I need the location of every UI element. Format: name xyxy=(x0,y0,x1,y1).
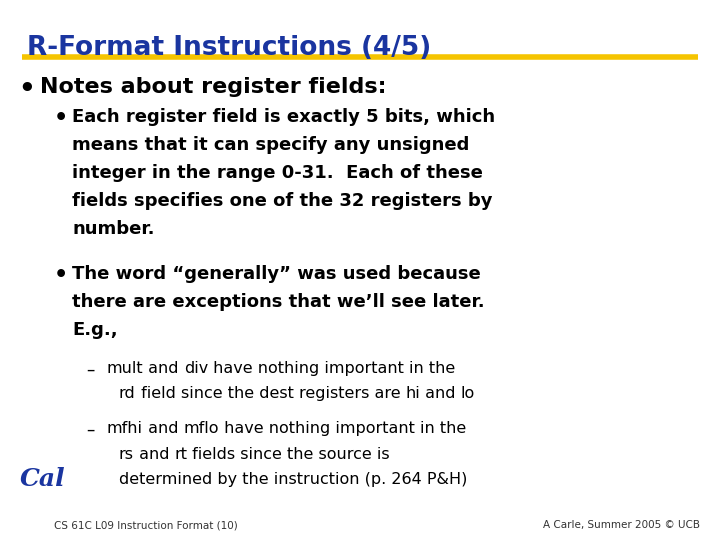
Text: The word “generally” was used because: The word “generally” was used because xyxy=(72,265,481,282)
Text: –: – xyxy=(86,421,95,439)
Text: have nothing important in the: have nothing important in the xyxy=(208,361,455,376)
Text: and: and xyxy=(143,421,183,436)
Text: mult: mult xyxy=(107,361,143,376)
Text: –: – xyxy=(86,361,95,379)
Text: mflo: mflo xyxy=(183,421,219,436)
Text: Notes about register fields:: Notes about register fields: xyxy=(40,77,386,97)
Text: •: • xyxy=(18,77,35,103)
Text: Cal: Cal xyxy=(20,468,66,491)
Text: and: and xyxy=(134,447,174,462)
Text: fields specifies one of the 32 registers by: fields specifies one of the 32 registers… xyxy=(72,192,492,210)
Text: CS 61C L09 Instruction Format (10): CS 61C L09 Instruction Format (10) xyxy=(54,520,238,530)
Text: div: div xyxy=(184,361,208,376)
Text: number.: number. xyxy=(72,220,155,238)
Text: and: and xyxy=(143,361,184,376)
Text: rs: rs xyxy=(119,447,134,462)
Text: means that it can specify any unsigned: means that it can specify any unsigned xyxy=(72,136,469,154)
Text: A Carle, Summer 2005 © UCB: A Carle, Summer 2005 © UCB xyxy=(543,520,700,530)
Text: hi: hi xyxy=(405,386,420,401)
Text: E.g.,: E.g., xyxy=(72,321,117,339)
Text: rt: rt xyxy=(174,447,187,462)
Text: R-Format Instructions (4/5): R-Format Instructions (4/5) xyxy=(27,35,431,61)
Text: there are exceptions that we’ll see later.: there are exceptions that we’ll see late… xyxy=(72,293,485,310)
Text: and: and xyxy=(420,386,461,401)
Text: field since the dest registers are: field since the dest registers are xyxy=(135,386,405,401)
Text: •: • xyxy=(54,265,68,285)
Text: lo: lo xyxy=(461,386,475,401)
Text: have nothing important in the: have nothing important in the xyxy=(219,421,466,436)
Text: mfhi: mfhi xyxy=(107,421,143,436)
Text: integer in the range 0-31.  Each of these: integer in the range 0-31. Each of these xyxy=(72,164,483,182)
Text: fields since the source is: fields since the source is xyxy=(187,447,390,462)
Text: Each register field is exactly 5 bits, which: Each register field is exactly 5 bits, w… xyxy=(72,108,495,126)
Text: •: • xyxy=(54,108,68,128)
Text: rd: rd xyxy=(119,386,135,401)
Text: determined by the instruction (p. 264 P&H): determined by the instruction (p. 264 P&… xyxy=(119,472,467,487)
